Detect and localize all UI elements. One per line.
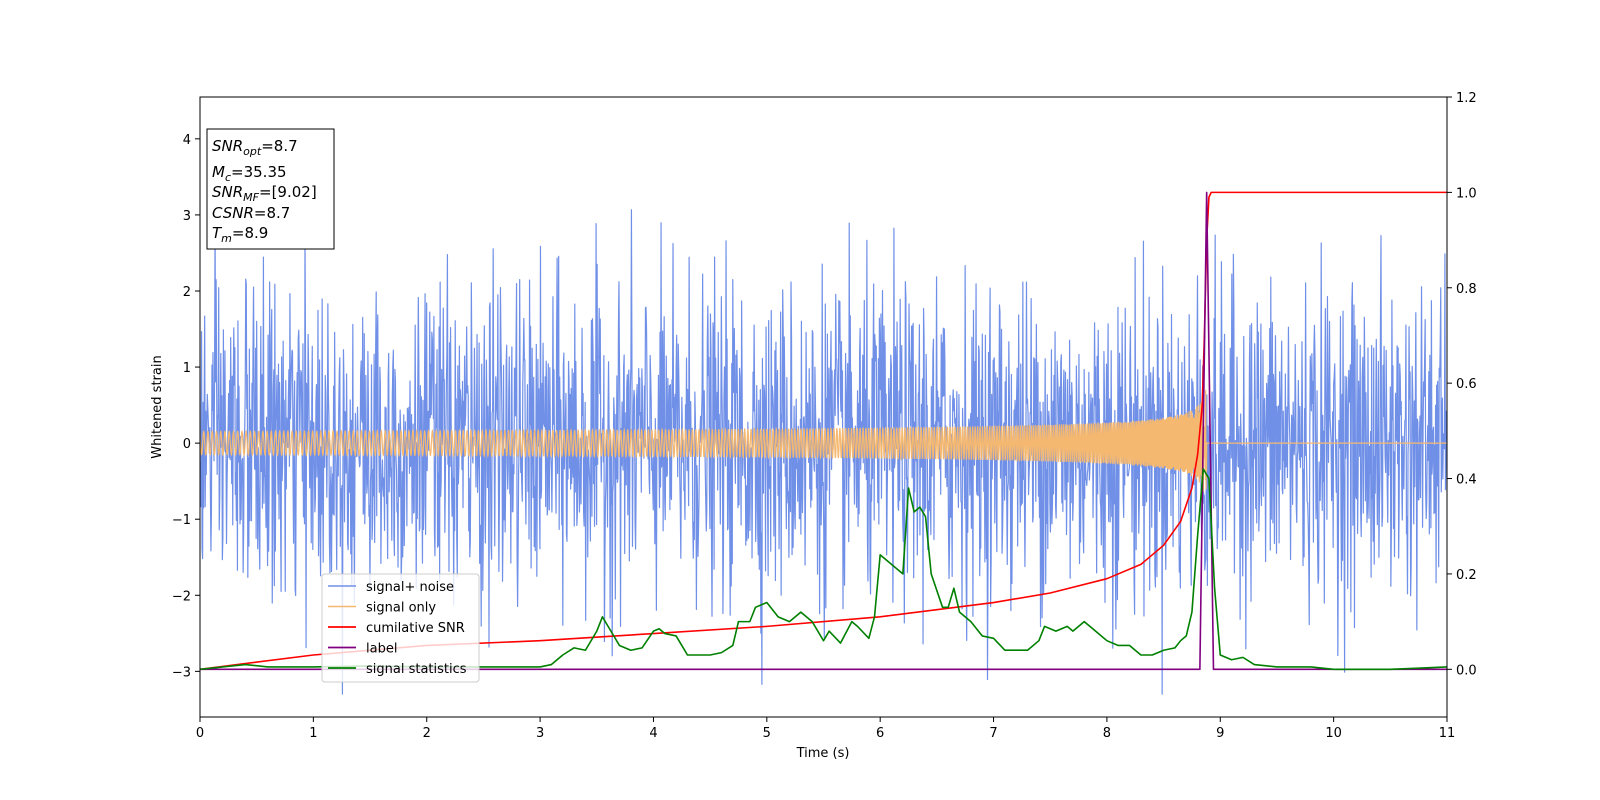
series-line-signal-statistics xyxy=(200,468,1447,671)
y-tick-label: 4 xyxy=(183,133,191,148)
annotation-line: Mc=35.35 xyxy=(212,163,287,184)
x-tick-label: 4 xyxy=(649,726,657,741)
annotation-box: SNRopt=8.7Mc=35.35SNRMF=[9.02]CSNR=8.7Tm… xyxy=(206,128,335,250)
annotation-symbol: CSNR xyxy=(212,204,254,222)
annotation-line: SNRopt=8.7 xyxy=(212,137,298,158)
y-tick-label: −1 xyxy=(172,513,191,528)
y-tick-label: −3 xyxy=(172,665,191,680)
x-axis-label: Time (s) xyxy=(796,746,850,761)
legend-entry: signal statistics xyxy=(366,662,467,677)
x-tick-label: 7 xyxy=(989,726,997,741)
series-line-label xyxy=(200,191,1447,671)
y-axis-left: −3 −2 −1 0 1 2 3 4 xyxy=(172,133,200,680)
legend-entry: cumilative SNR xyxy=(366,621,465,636)
y-axis-right: 0.0 0.2 0.4 0.6 0.8 1.0 1.2 xyxy=(1447,91,1477,678)
y2-tick-label: 0.8 xyxy=(1456,282,1477,297)
annotation-line: SNRMF=[9.02] xyxy=(212,183,317,204)
y-tick-label: 2 xyxy=(183,285,191,300)
y2-tick-label: 0.0 xyxy=(1456,663,1477,678)
annotation-subscript: m xyxy=(221,232,232,245)
series-line-signal-only xyxy=(200,389,1447,492)
y-axis-label: Whitened strain xyxy=(150,355,165,458)
y-tick-label: 0 xyxy=(183,437,191,452)
annotation-symbol: SNR xyxy=(212,183,243,201)
x-tick-label: 0 xyxy=(196,726,204,741)
annotation-frame xyxy=(206,128,335,250)
annotation-subscript: MF xyxy=(243,191,259,204)
x-tick-label: 9 xyxy=(1216,726,1224,741)
legend-frame xyxy=(321,573,480,683)
y2-tick-label: 0.4 xyxy=(1456,473,1477,488)
y2-tick-label: 0.2 xyxy=(1456,568,1477,583)
annotation-value: =8.9 xyxy=(232,224,268,242)
x-tick-label: 8 xyxy=(1103,726,1111,741)
plot-frame xyxy=(199,96,1448,718)
legend-entry: label xyxy=(366,642,397,657)
annotation-symbol: SNR xyxy=(212,137,243,155)
annotation-line: Tm=8.9 xyxy=(212,224,268,245)
annotation-value: =[9.02] xyxy=(259,183,317,201)
x-tick-label: 1 xyxy=(309,726,317,741)
annotation-value: =35.35 xyxy=(231,163,287,181)
annotation-subscript: opt xyxy=(243,145,262,158)
x-tick-label: 11 xyxy=(1439,726,1456,741)
x-tick-label: 2 xyxy=(423,726,431,741)
x-tick-label: 5 xyxy=(763,726,771,741)
y2-tick-label: 0.6 xyxy=(1456,377,1477,392)
series-layer xyxy=(200,191,1447,695)
annotation-value: =8.7 xyxy=(254,204,290,222)
y-tick-label: −2 xyxy=(172,589,191,604)
x-tick-label: 6 xyxy=(876,726,884,741)
x-tick-label: 10 xyxy=(1325,726,1342,741)
y2-tick-label: 1.2 xyxy=(1456,91,1477,106)
y-tick-label: 3 xyxy=(183,209,191,224)
legend: signal+ noise signal only cumilative SNR la… xyxy=(321,573,480,683)
y2-tick-label: 1.0 xyxy=(1456,186,1477,201)
x-axis: 0 1 2 3 4 5 6 7 8 9 10 11 xyxy=(196,717,1455,741)
annotation-symbol: T xyxy=(212,224,223,242)
legend-entry: signal+ noise xyxy=(366,580,454,595)
annotation-line: CSNR=8.7 xyxy=(212,204,290,222)
annotation-value: =8.7 xyxy=(261,137,297,155)
legend-entry: signal only xyxy=(366,601,436,616)
y-tick-label: 1 xyxy=(183,361,191,376)
annotation-symbol: M xyxy=(212,163,225,181)
x-tick-label: 3 xyxy=(536,726,544,741)
annotation-subscript: c xyxy=(225,171,231,184)
